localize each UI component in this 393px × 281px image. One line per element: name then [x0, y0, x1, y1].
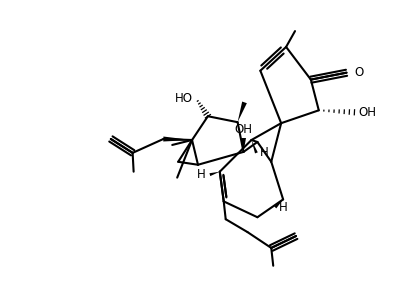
Text: H: H: [197, 168, 206, 181]
Text: OH: OH: [358, 106, 376, 119]
Polygon shape: [274, 200, 283, 209]
Polygon shape: [163, 137, 192, 142]
Text: H: H: [279, 201, 288, 214]
Text: O: O: [354, 66, 364, 79]
Polygon shape: [252, 140, 258, 153]
Polygon shape: [238, 101, 247, 122]
Text: OH: OH: [235, 123, 253, 136]
Polygon shape: [209, 172, 220, 176]
Text: HO: HO: [175, 92, 193, 105]
Polygon shape: [241, 138, 246, 152]
Text: H: H: [260, 146, 269, 159]
